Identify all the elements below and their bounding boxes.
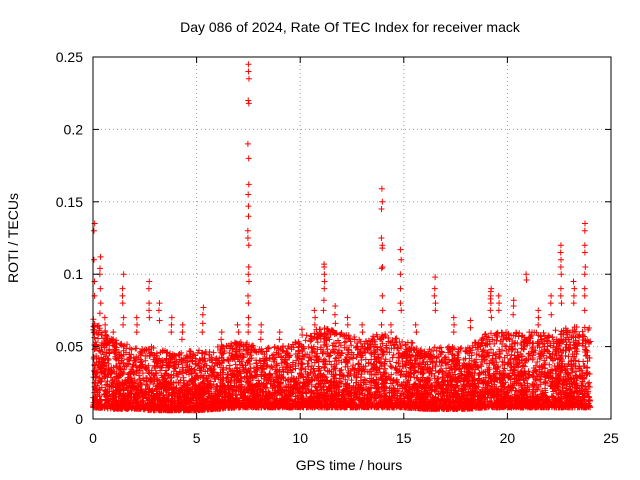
data-point bbox=[144, 382, 151, 389]
data-point bbox=[389, 354, 396, 361]
data-point bbox=[572, 357, 579, 364]
data-point bbox=[528, 345, 535, 352]
data-point bbox=[92, 339, 99, 346]
data-point bbox=[377, 343, 384, 350]
data-point bbox=[414, 375, 421, 382]
data-point bbox=[566, 346, 573, 353]
data-point bbox=[350, 355, 357, 362]
data-point bbox=[546, 361, 553, 368]
data-point bbox=[390, 351, 397, 358]
data-point bbox=[493, 351, 500, 358]
data-point bbox=[385, 335, 392, 342]
data-point bbox=[477, 361, 484, 368]
data-point bbox=[302, 337, 309, 344]
data-point bbox=[542, 359, 549, 366]
data-point bbox=[326, 336, 333, 343]
data-point bbox=[337, 331, 344, 338]
data-point bbox=[420, 370, 427, 377]
data-point bbox=[288, 346, 295, 353]
data-point bbox=[213, 384, 220, 391]
data-point bbox=[584, 358, 591, 365]
data-point bbox=[278, 360, 285, 367]
x-axis-label: GPS time / hours bbox=[296, 457, 403, 473]
data-point bbox=[183, 352, 190, 359]
data-point bbox=[332, 355, 339, 362]
data-point bbox=[295, 344, 302, 351]
data-point bbox=[487, 330, 494, 337]
data-point bbox=[451, 360, 458, 367]
data-point bbox=[536, 344, 543, 351]
data-point bbox=[307, 366, 314, 373]
data-point bbox=[91, 334, 98, 341]
data-point bbox=[211, 362, 218, 369]
data-point bbox=[210, 381, 217, 388]
data-point bbox=[491, 340, 498, 347]
data-point bbox=[565, 345, 572, 352]
data-point bbox=[443, 365, 450, 372]
grid-lines bbox=[93, 57, 611, 419]
data-point bbox=[254, 364, 261, 371]
data-point bbox=[197, 381, 204, 388]
data-point bbox=[353, 344, 360, 351]
data-point bbox=[214, 343, 221, 350]
data-point bbox=[472, 339, 479, 346]
data-point bbox=[433, 354, 440, 361]
data-point bbox=[139, 370, 146, 377]
data-point bbox=[297, 370, 304, 377]
data-point bbox=[376, 365, 383, 372]
data-point bbox=[361, 376, 368, 383]
data-point bbox=[136, 375, 143, 382]
data-point bbox=[124, 341, 131, 348]
data-point bbox=[473, 351, 480, 358]
data-point bbox=[483, 360, 490, 367]
data-point bbox=[307, 332, 314, 339]
data-point bbox=[321, 364, 328, 371]
data-point bbox=[253, 359, 260, 366]
data-point bbox=[460, 356, 467, 363]
data-point bbox=[402, 342, 409, 349]
data-point bbox=[264, 362, 271, 369]
data-point bbox=[311, 368, 318, 375]
data-point bbox=[534, 358, 541, 365]
chart-title: Day 086 of 2024, Rate Of TEC Index for r… bbox=[180, 19, 521, 35]
data-point bbox=[573, 328, 580, 335]
data-point bbox=[586, 379, 593, 386]
data-point bbox=[455, 348, 462, 355]
data-point bbox=[526, 350, 533, 357]
data-point bbox=[139, 394, 146, 401]
data-point bbox=[521, 363, 528, 370]
data-point bbox=[405, 377, 412, 384]
data-point bbox=[552, 327, 559, 334]
data-point bbox=[516, 330, 523, 337]
data-point bbox=[133, 367, 140, 374]
data-point bbox=[219, 351, 226, 358]
data-point bbox=[260, 375, 267, 382]
data-point bbox=[187, 348, 194, 355]
data-point bbox=[200, 364, 207, 371]
data-points bbox=[90, 61, 594, 414]
y-axis-label: ROTI / TECUs bbox=[5, 193, 21, 283]
data-point bbox=[513, 388, 520, 395]
data-point bbox=[496, 346, 503, 353]
data-point bbox=[232, 361, 239, 368]
data-point bbox=[504, 352, 511, 359]
data-point bbox=[526, 371, 533, 378]
data-point bbox=[376, 359, 383, 366]
data-point bbox=[341, 332, 348, 339]
data-point bbox=[565, 353, 572, 360]
data-point bbox=[209, 359, 216, 366]
data-point bbox=[296, 341, 303, 348]
data-point bbox=[370, 333, 377, 340]
data-point bbox=[116, 364, 123, 371]
data-point bbox=[379, 347, 386, 354]
